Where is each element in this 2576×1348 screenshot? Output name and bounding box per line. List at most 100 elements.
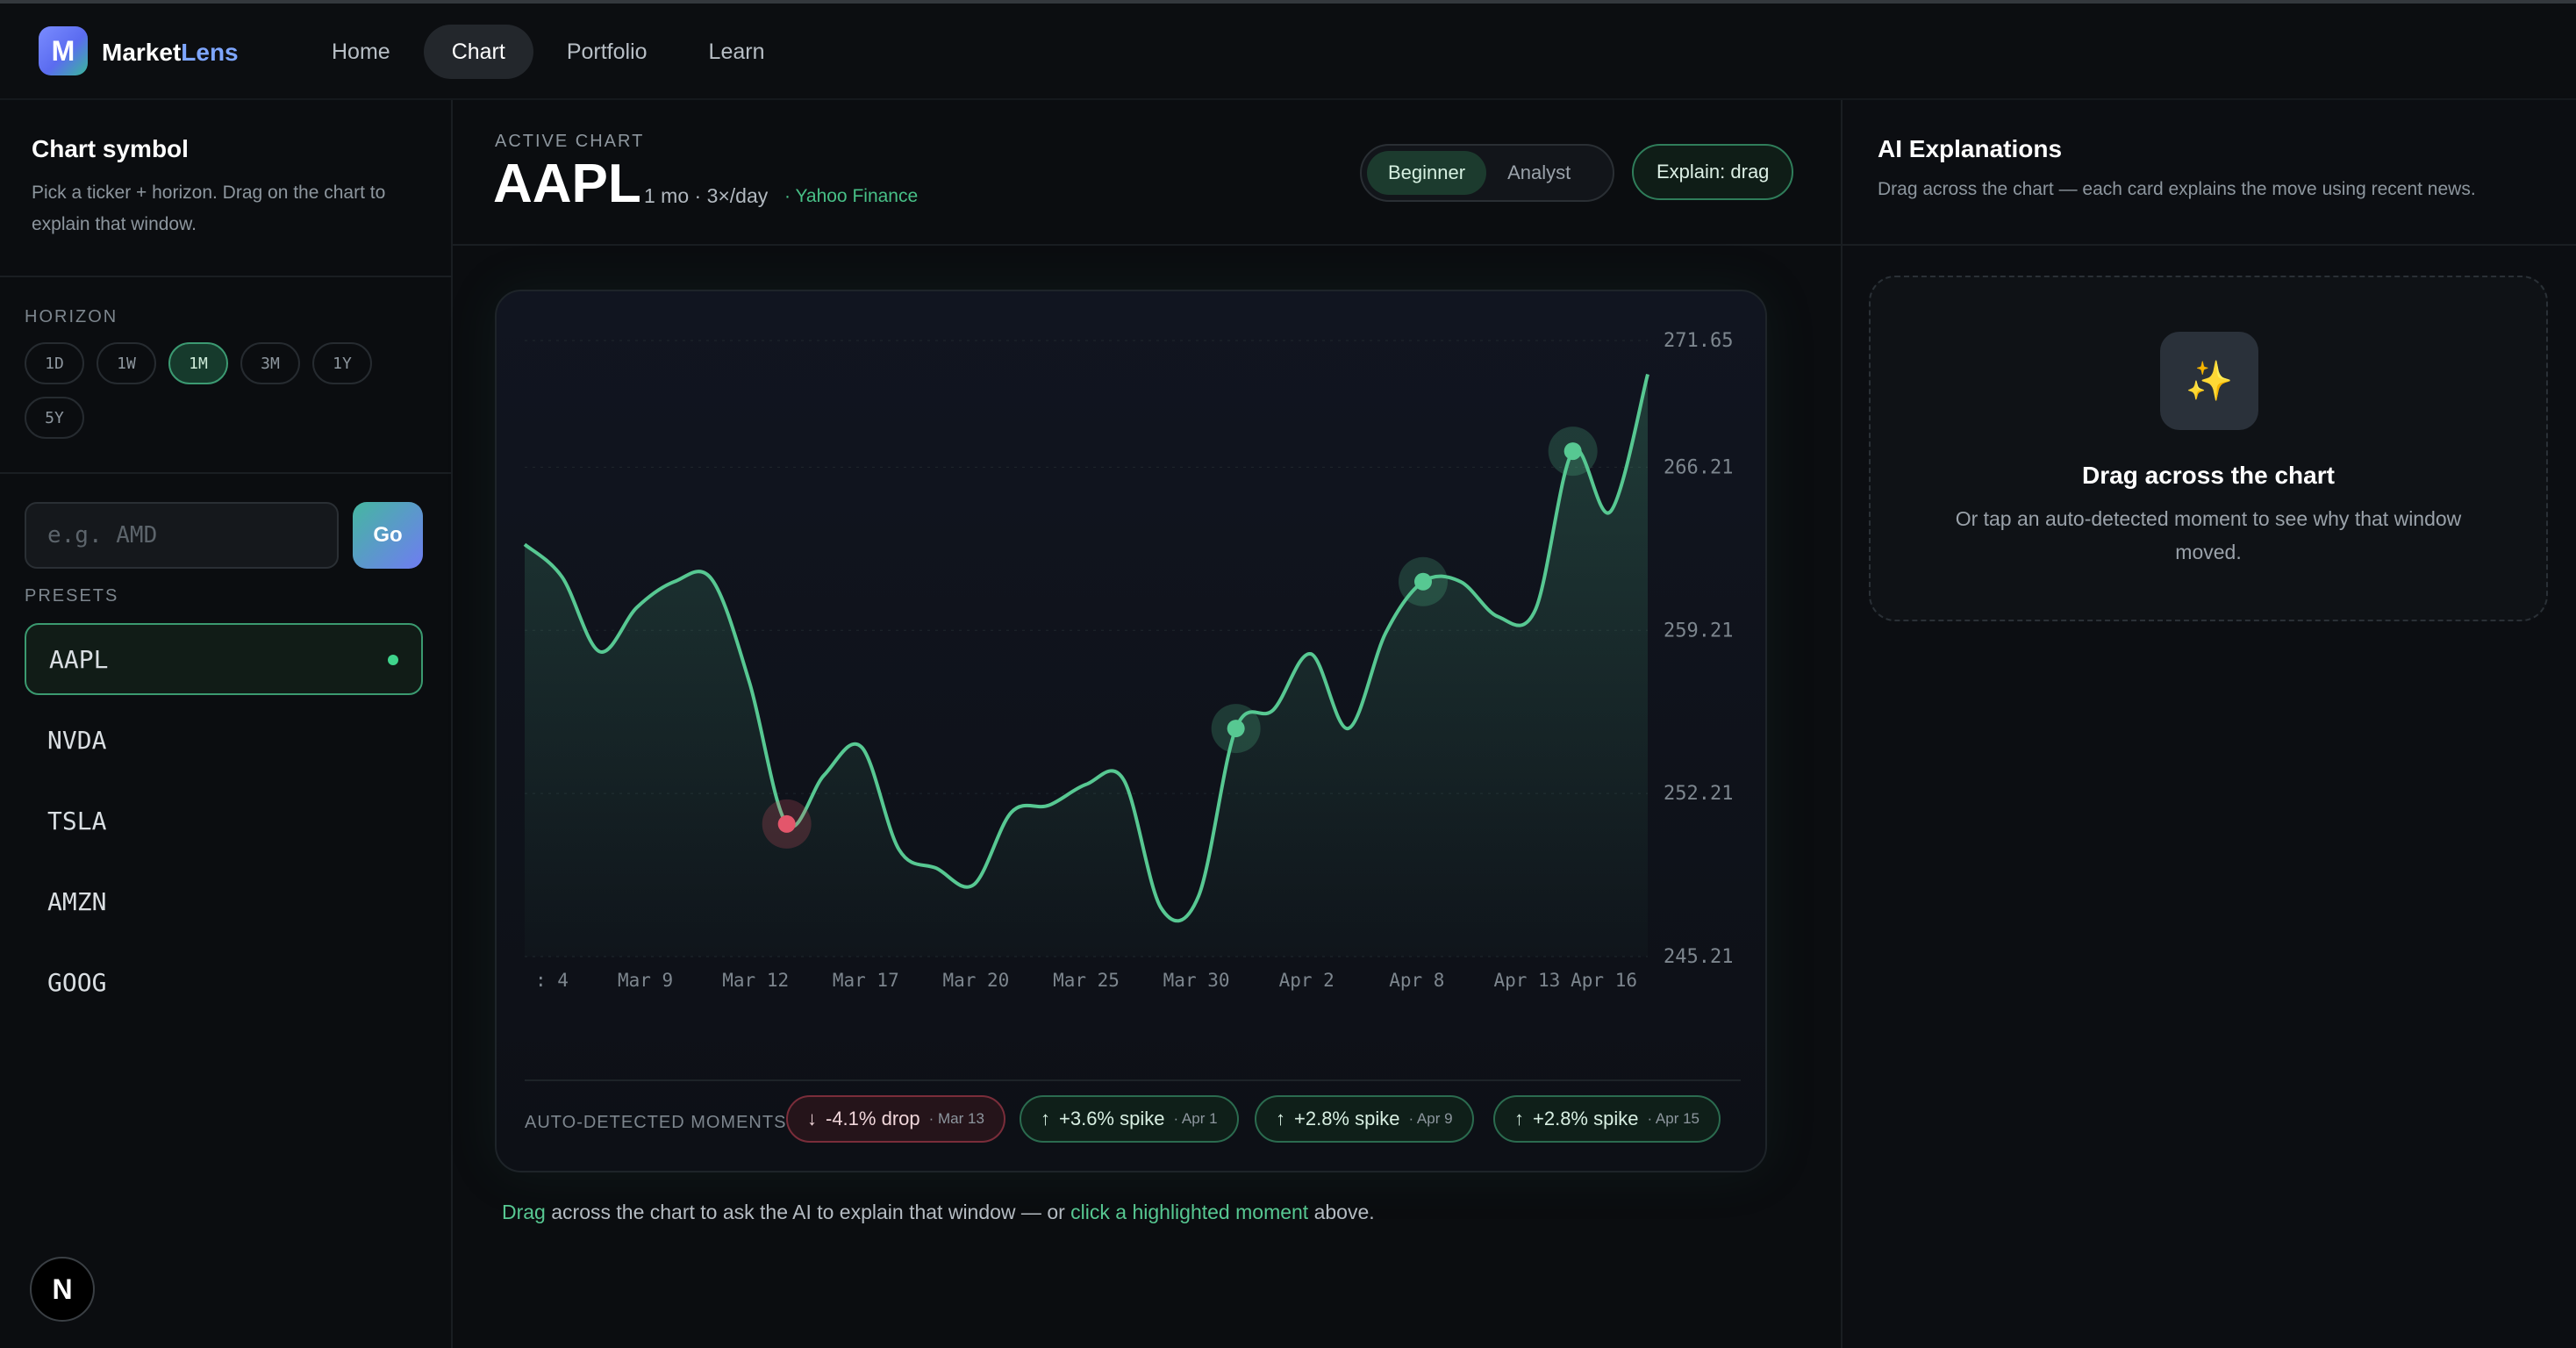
divider xyxy=(0,472,451,474)
horizon-5y[interactable]: 5Y xyxy=(25,397,84,439)
chart-panel: ACTIVE CHART AAPL 1 mo · 3×/day · Yahoo … xyxy=(453,100,1841,1348)
moment-date: · Mar 13 xyxy=(928,1110,984,1127)
moment-marker[interactable] xyxy=(1563,442,1582,461)
preset-label: NVDA xyxy=(47,725,107,755)
brand-name[interactable]: MarketLens xyxy=(102,39,239,67)
hint-text: across the chart to ask the AI to explai… xyxy=(545,1201,1071,1223)
hint-tail: above. xyxy=(1308,1201,1375,1223)
top-nav-bar: M MarketLens Home Chart Portfolio Learn xyxy=(0,0,2576,100)
moment-spike-apr1[interactable]: ↑ +3.6% spike · Apr 1 xyxy=(1020,1095,1239,1143)
divider xyxy=(453,244,1841,246)
preset-aapl[interactable]: AAPL xyxy=(25,623,423,695)
x-tick-label: Mar 12 xyxy=(722,970,789,991)
price-chart[interactable]: 271.65 266.21 259.21 252.21 245.21 : 4 Mar 9 Ma… xyxy=(497,291,1769,1064)
price-area xyxy=(525,374,1648,957)
horizon-row: 1D 1W 1M 3M 1Y xyxy=(25,342,372,384)
explanations-description: Drag across the chart — each card explai… xyxy=(1878,179,2476,199)
moment-date: · Apr 15 xyxy=(1647,1110,1700,1127)
ticker-search-input[interactable] xyxy=(25,502,339,569)
empty-state-description: Or tap an auto-detected moment to see wh… xyxy=(1955,507,2462,563)
go-button[interactable]: Go xyxy=(353,502,423,569)
x-tick-label: Mar 17 xyxy=(833,970,899,991)
moment-date: · Apr 1 xyxy=(1173,1110,1218,1127)
preset-tsla[interactable]: TSLA xyxy=(25,785,423,857)
horizon-label: HORIZON xyxy=(25,307,118,326)
horizon-row-2: 5Y xyxy=(25,397,84,439)
horizon-1m[interactable]: 1M xyxy=(168,342,228,384)
active-chart-label: ACTIVE CHART xyxy=(495,132,645,151)
y-tick-label: 271.65 xyxy=(1664,330,1733,352)
x-tick-label: Apr 16 xyxy=(1571,970,1637,991)
y-tick-label: 266.21 xyxy=(1664,456,1733,478)
preset-amzn[interactable]: AMZN xyxy=(25,865,423,937)
moment-label: +3.6% spike xyxy=(1059,1108,1165,1129)
arrow-down-icon: ↓ xyxy=(807,1108,817,1129)
moment-marker[interactable] xyxy=(1227,720,1245,738)
moment-drop-mar13[interactable]: ↓ -4.1% drop · Mar 13 xyxy=(786,1095,1005,1143)
chart-hint: Drag across the chart to ask the AI to e… xyxy=(502,1201,1375,1224)
divider xyxy=(0,276,451,277)
y-tick-label: 259.21 xyxy=(1664,620,1733,642)
preset-nvda[interactable]: NVDA xyxy=(25,704,423,776)
brand-accent: Lens xyxy=(181,39,239,66)
moment-marker[interactable] xyxy=(777,814,796,833)
nav-learn[interactable]: Learn xyxy=(708,39,765,64)
preset-label: AAPL xyxy=(49,644,109,674)
symbol-sidebar: Chart symbol Pick a ticker + horizon. Dr… xyxy=(0,100,453,1348)
preset-goog[interactable]: GOOG xyxy=(25,946,423,1018)
moment-spike-apr15[interactable]: ↑ +2.8% spike · Apr 15 xyxy=(1493,1095,1721,1143)
x-tick-label: Apr 8 xyxy=(1389,970,1444,991)
presets-label: PRESETS xyxy=(25,586,119,606)
arrow-up-icon: ↑ xyxy=(1514,1108,1524,1129)
sidebar-description: Pick a ticker + horizon. Drag on the cha… xyxy=(32,183,386,234)
moments-label: AUTO-DETECTED MOMENTS xyxy=(525,1113,787,1132)
x-tick-label: Mar 20 xyxy=(942,970,1009,991)
mode-beginner[interactable]: Beginner xyxy=(1367,151,1487,195)
chart-card: 271.65 266.21 259.21 252.21 245.21 : 4 Mar 9 Ma… xyxy=(495,290,1767,1172)
nav-home[interactable]: Home xyxy=(332,39,390,64)
brand-main: Market xyxy=(102,39,182,66)
app-logo[interactable]: M xyxy=(39,26,88,75)
hint-click-moment[interactable]: click a highlighted moment xyxy=(1070,1201,1309,1223)
main-nav: Home Chart Portfolio Learn xyxy=(304,25,793,79)
nav-chart[interactable]: Chart xyxy=(423,25,533,79)
horizon-1w[interactable]: 1W xyxy=(97,342,156,384)
arrow-up-icon: ↑ xyxy=(1041,1108,1050,1129)
horizon-1y[interactable]: 1Y xyxy=(312,342,372,384)
hint-drag: Drag xyxy=(502,1201,546,1223)
moment-date: · Apr 9 xyxy=(1408,1110,1453,1127)
active-dot-icon xyxy=(388,655,398,665)
preset-label: AMZN xyxy=(47,886,107,916)
horizon-3m[interactable]: 3M xyxy=(240,342,300,384)
mode-analyst[interactable]: Analyst xyxy=(1507,161,1571,183)
moment-label: -4.1% drop xyxy=(826,1108,920,1129)
moment-marker[interactable] xyxy=(1414,572,1432,591)
next-badge[interactable]: N xyxy=(30,1257,95,1322)
preset-label: GOOG xyxy=(47,967,107,997)
x-tick-label: Mar 25 xyxy=(1053,970,1120,991)
explanations-panel: AI Explanations Drag across the chart — … xyxy=(1841,100,2576,1348)
x-tick-label: : 4 xyxy=(535,970,569,991)
horizon-1d[interactable]: 1D xyxy=(25,342,84,384)
price-line xyxy=(523,373,1649,923)
x-tick-label: Mar 30 xyxy=(1163,970,1230,991)
mode-toggle: Beginner Analyst xyxy=(1360,144,1614,202)
sparkles-icon: ✨ xyxy=(2160,332,2258,430)
chart-meta: 1 mo · 3×/day xyxy=(644,184,769,207)
y-tick-label: 245.21 xyxy=(1664,946,1733,968)
y-tick-label: 252.21 xyxy=(1664,783,1733,805)
preset-label: TSLA xyxy=(47,806,107,835)
empty-state-card: ✨ Drag across the chart Or tap an auto-d… xyxy=(1869,276,2548,621)
explanations-title: AI Explanations xyxy=(1878,135,2063,162)
explain-drag-button[interactable]: Explain: drag xyxy=(1632,144,1794,200)
symbol-title: AAPL xyxy=(493,154,641,214)
divider xyxy=(525,1079,1741,1081)
moment-spike-apr9[interactable]: ↑ +2.8% spike · Apr 9 xyxy=(1255,1095,1474,1143)
x-tick-label: Apr 13 xyxy=(1493,970,1560,991)
moment-label: +2.8% spike xyxy=(1533,1108,1639,1129)
nav-portfolio[interactable]: Portfolio xyxy=(566,39,648,64)
data-source: · Yahoo Finance xyxy=(784,186,919,206)
x-tick-label: Apr 2 xyxy=(1279,970,1335,991)
x-tick-label: Mar 9 xyxy=(618,970,673,991)
empty-state-title: Drag across the chart xyxy=(2082,462,2335,489)
